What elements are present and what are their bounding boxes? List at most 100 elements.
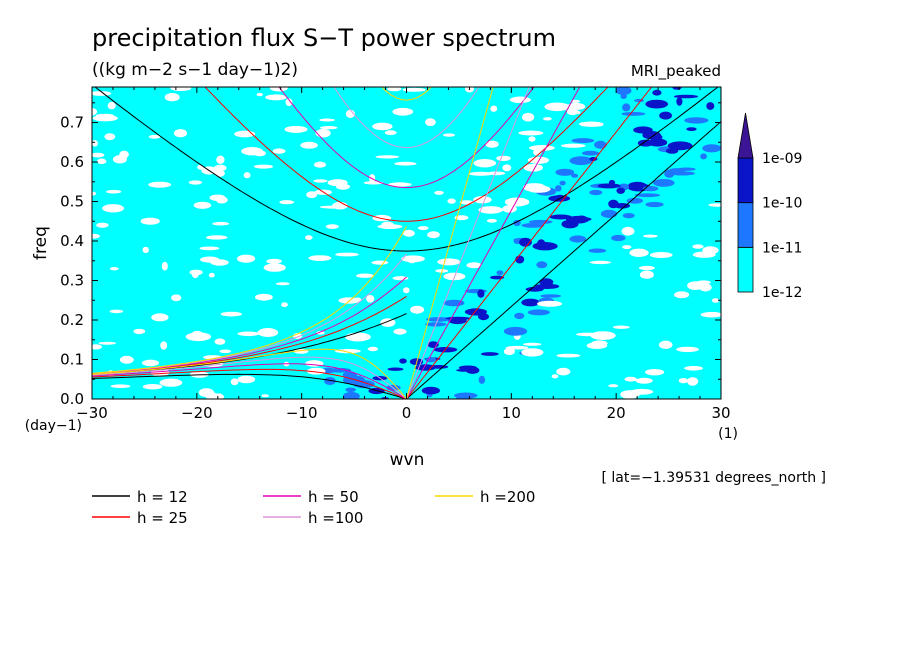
power-cell [570, 99, 581, 103]
model-label: MRI_peaked [631, 62, 721, 81]
power-cell [469, 171, 493, 176]
latitude-note: [ lat=−1.39531 degrees_north ] [602, 470, 827, 486]
power-cell [573, 110, 581, 115]
y-tick-label: 0.5 [60, 193, 84, 211]
power-cell [306, 191, 318, 199]
power-cell [345, 332, 371, 342]
power-cell [133, 328, 146, 335]
power-cell [700, 311, 721, 318]
power-cell [148, 134, 161, 139]
power-cell [161, 261, 168, 271]
power-cell [514, 312, 525, 320]
power-cell [92, 344, 102, 350]
chart-title: precipitation flux S−T power spectrum [92, 24, 556, 52]
power-cell [549, 214, 572, 220]
power-cell [119, 150, 129, 159]
power-cell [345, 387, 357, 393]
power-cell [209, 392, 218, 399]
power-cell [140, 217, 160, 225]
power-cell [380, 318, 396, 327]
power-cell [637, 139, 654, 147]
power-cell [674, 291, 690, 299]
power-cell [215, 196, 228, 204]
power-cell [319, 118, 336, 122]
y-tick-label: 0.6 [60, 153, 84, 171]
power-cell [199, 246, 220, 251]
power-cell [567, 216, 592, 222]
power-cell [597, 183, 621, 189]
power-cell [624, 376, 637, 382]
power-cell [692, 251, 716, 258]
power-cell [336, 183, 350, 190]
power-cell [504, 197, 530, 207]
power-cell [521, 348, 544, 357]
power-cell [634, 98, 645, 103]
power-cell [502, 164, 512, 172]
power-cell [206, 235, 228, 240]
power-cell [437, 258, 461, 266]
power-cell [272, 148, 286, 154]
power-cell [443, 133, 455, 137]
power-cell [96, 158, 107, 165]
power-cell [706, 102, 715, 110]
power-cell [528, 136, 536, 142]
power-cell [338, 297, 360, 304]
colorbar-segment [737, 202, 754, 248]
power-cell [522, 112, 535, 122]
power-cell [628, 181, 647, 190]
power-cell [256, 92, 263, 97]
power-cell [265, 94, 287, 101]
power-cell [427, 231, 440, 239]
inertio-gravity-curve [381, 87, 432, 101]
power-cell [216, 155, 225, 164]
rossby-curve [92, 363, 407, 399]
power-cell [387, 87, 402, 92]
power-cell [708, 203, 721, 207]
power-cell [667, 141, 693, 151]
power-cell [591, 340, 608, 347]
power-cell [185, 332, 212, 342]
power-cell [622, 213, 635, 219]
power-cell [696, 280, 711, 285]
power-cell [613, 325, 630, 329]
power-cell [621, 112, 646, 116]
power-cell [676, 346, 699, 353]
power-cell [659, 111, 672, 120]
y-tick-label: 0.7 [60, 114, 84, 132]
power-cell [490, 275, 505, 280]
power-cell [372, 122, 393, 131]
power-cell [253, 164, 274, 169]
power-cell [532, 242, 558, 251]
power-cell [615, 87, 632, 96]
power-cell [284, 125, 308, 133]
x-axis-label: wvn [390, 450, 425, 470]
power-cell [621, 226, 635, 236]
power-cell [555, 185, 562, 192]
power-cell [403, 229, 415, 237]
legend: h = 12 h = 25 h = 50 h =100 h =200 [92, 488, 535, 527]
power-cell [399, 358, 407, 364]
power-cell [208, 272, 215, 278]
power-cell [426, 317, 452, 322]
power-cell [214, 338, 226, 345]
power-cell [589, 260, 612, 265]
power-cell [465, 366, 480, 374]
power-cell [566, 102, 586, 111]
power-cell [164, 93, 180, 102]
power-cell [634, 193, 661, 198]
power-cell [388, 182, 412, 187]
power-cell [486, 218, 497, 223]
power-cell [635, 377, 653, 384]
power-cell [170, 87, 192, 91]
x-tick-label: 20 [607, 404, 626, 422]
power-cell [594, 140, 607, 149]
power-cell [544, 102, 570, 112]
power-cell [684, 117, 709, 124]
power-cell [571, 138, 595, 144]
dispersion-curves [92, 87, 721, 399]
rossby-curve [92, 356, 407, 399]
power-cell [96, 222, 109, 228]
power-cell [571, 173, 579, 178]
power-cell [503, 326, 528, 336]
power-cell [540, 294, 562, 298]
